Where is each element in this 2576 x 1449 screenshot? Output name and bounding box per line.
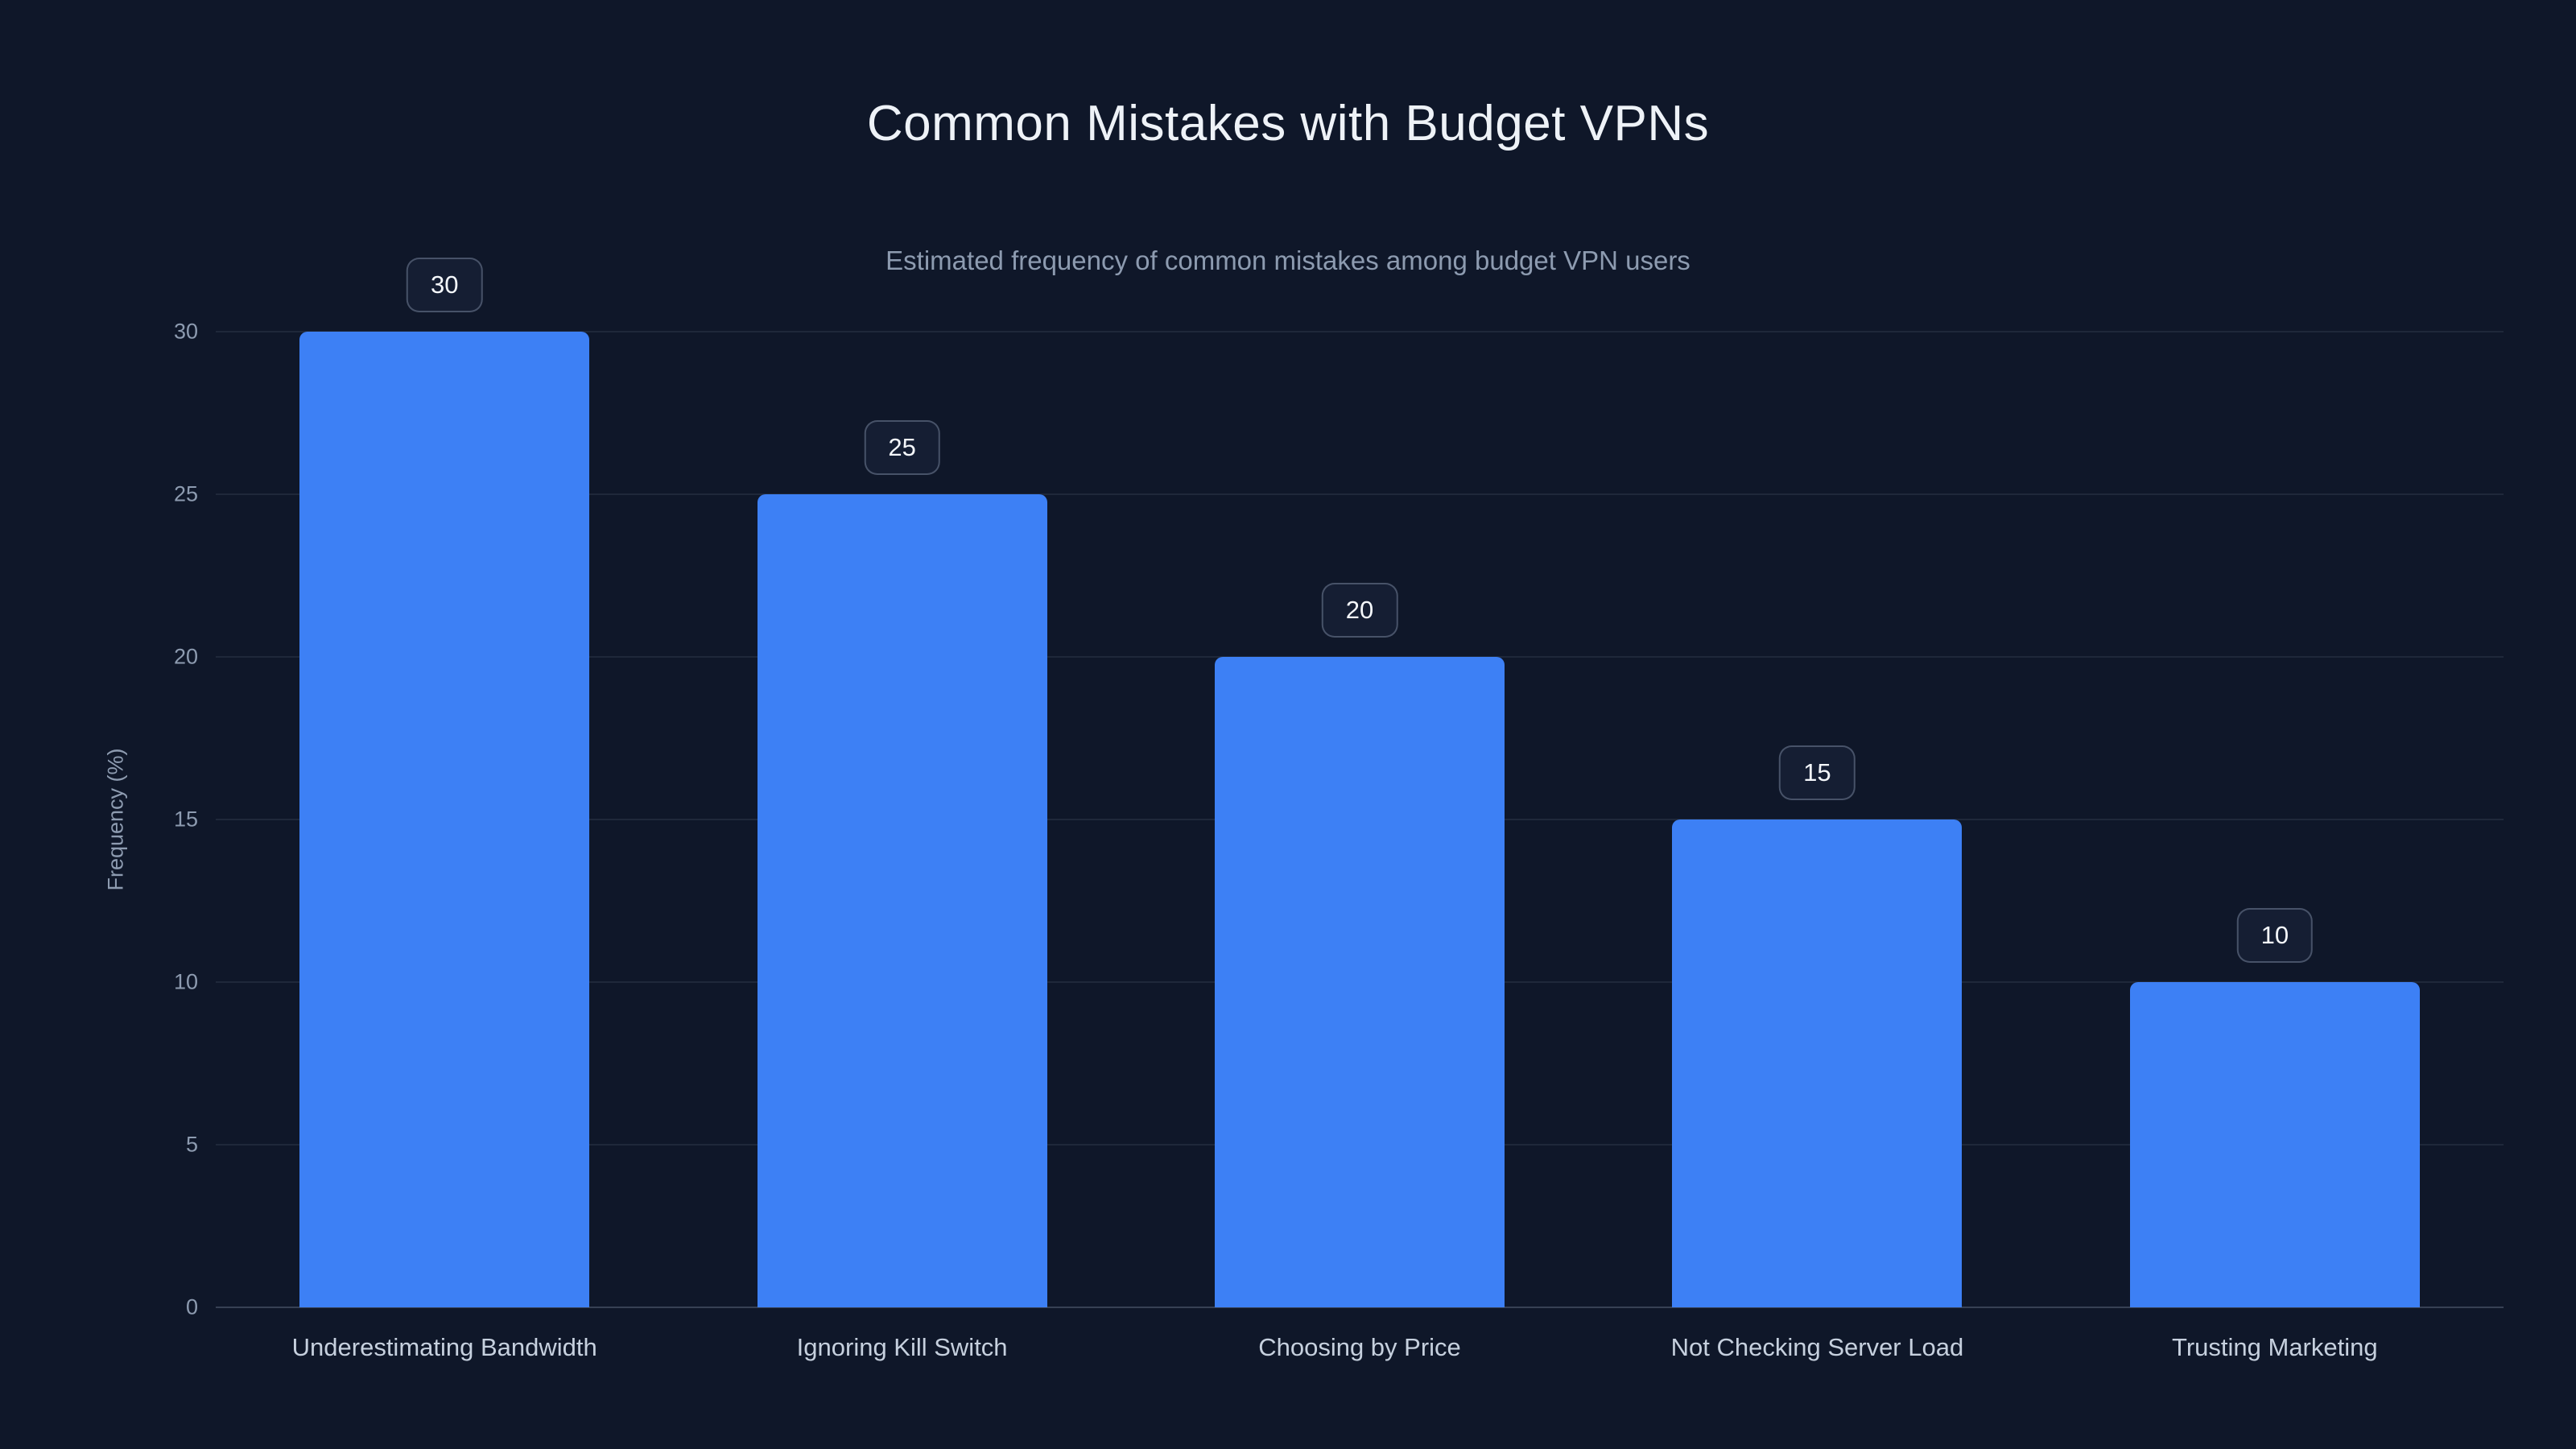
value-label-badge: 30 <box>406 258 483 312</box>
value-label-badge: 15 <box>1779 745 1856 800</box>
y-tick-label: 20 <box>173 644 198 669</box>
value-label-badge: 25 <box>864 420 940 475</box>
bar-slot: 10 Trusting Marketing <box>2046 332 2504 1361</box>
bar-slots: 30 Underestimating Bandwidth 25 Ignoring Ki… <box>216 258 2504 1361</box>
bar <box>299 332 590 1307</box>
x-axis-category-label: Underestimating Bandwidth <box>291 1333 597 1361</box>
bar-slot: 15 Not Checking Server Load <box>1588 332 2046 1361</box>
bar <box>1672 819 1963 1307</box>
x-axis-category-label: Trusting Marketing <box>2172 1333 2378 1361</box>
x-axis-category-label: Ignoring Kill Switch <box>796 1333 1008 1361</box>
y-tick-label: 15 <box>173 807 198 832</box>
value-label-badge: 10 <box>2236 908 2314 964</box>
y-tick-label: 0 <box>185 1294 198 1319</box>
chart-title: Common Mistakes with Budget VPNs <box>866 96 1710 151</box>
y-tick-label: 25 <box>173 481 198 506</box>
gridline <box>216 331 2504 332</box>
bar-slot: 25 Ignoring Kill Switch <box>673 332 1130 1361</box>
value-label-badge: 20 <box>1321 583 1398 638</box>
y-axis-title: Frequency (%) <box>103 748 128 891</box>
bar-slot: 30 Underestimating Bandwidth <box>216 258 673 1361</box>
y-tick-label: 5 <box>185 1132 198 1157</box>
chart-subtitle: Estimated frequency of common mistakes a… <box>886 246 1690 275</box>
bar <box>757 494 1047 1307</box>
gridline <box>216 1307 2504 1308</box>
x-axis-category-label: Choosing by Price <box>1258 1333 1461 1361</box>
x-axis-category-label: Not Checking Server Load <box>1670 1333 1964 1361</box>
bar <box>2129 982 2420 1307</box>
bar <box>1215 657 1505 1307</box>
gridline <box>216 493 2504 495</box>
bar-slot: 20 Choosing by Price <box>1131 332 1588 1361</box>
y-tick-label: 30 <box>173 319 198 344</box>
y-tick-label: 10 <box>173 969 198 994</box>
plot-area: 0 5 10 15 20 25 30 30 Underestimating Bandwidth 2… <box>174 258 2504 1361</box>
